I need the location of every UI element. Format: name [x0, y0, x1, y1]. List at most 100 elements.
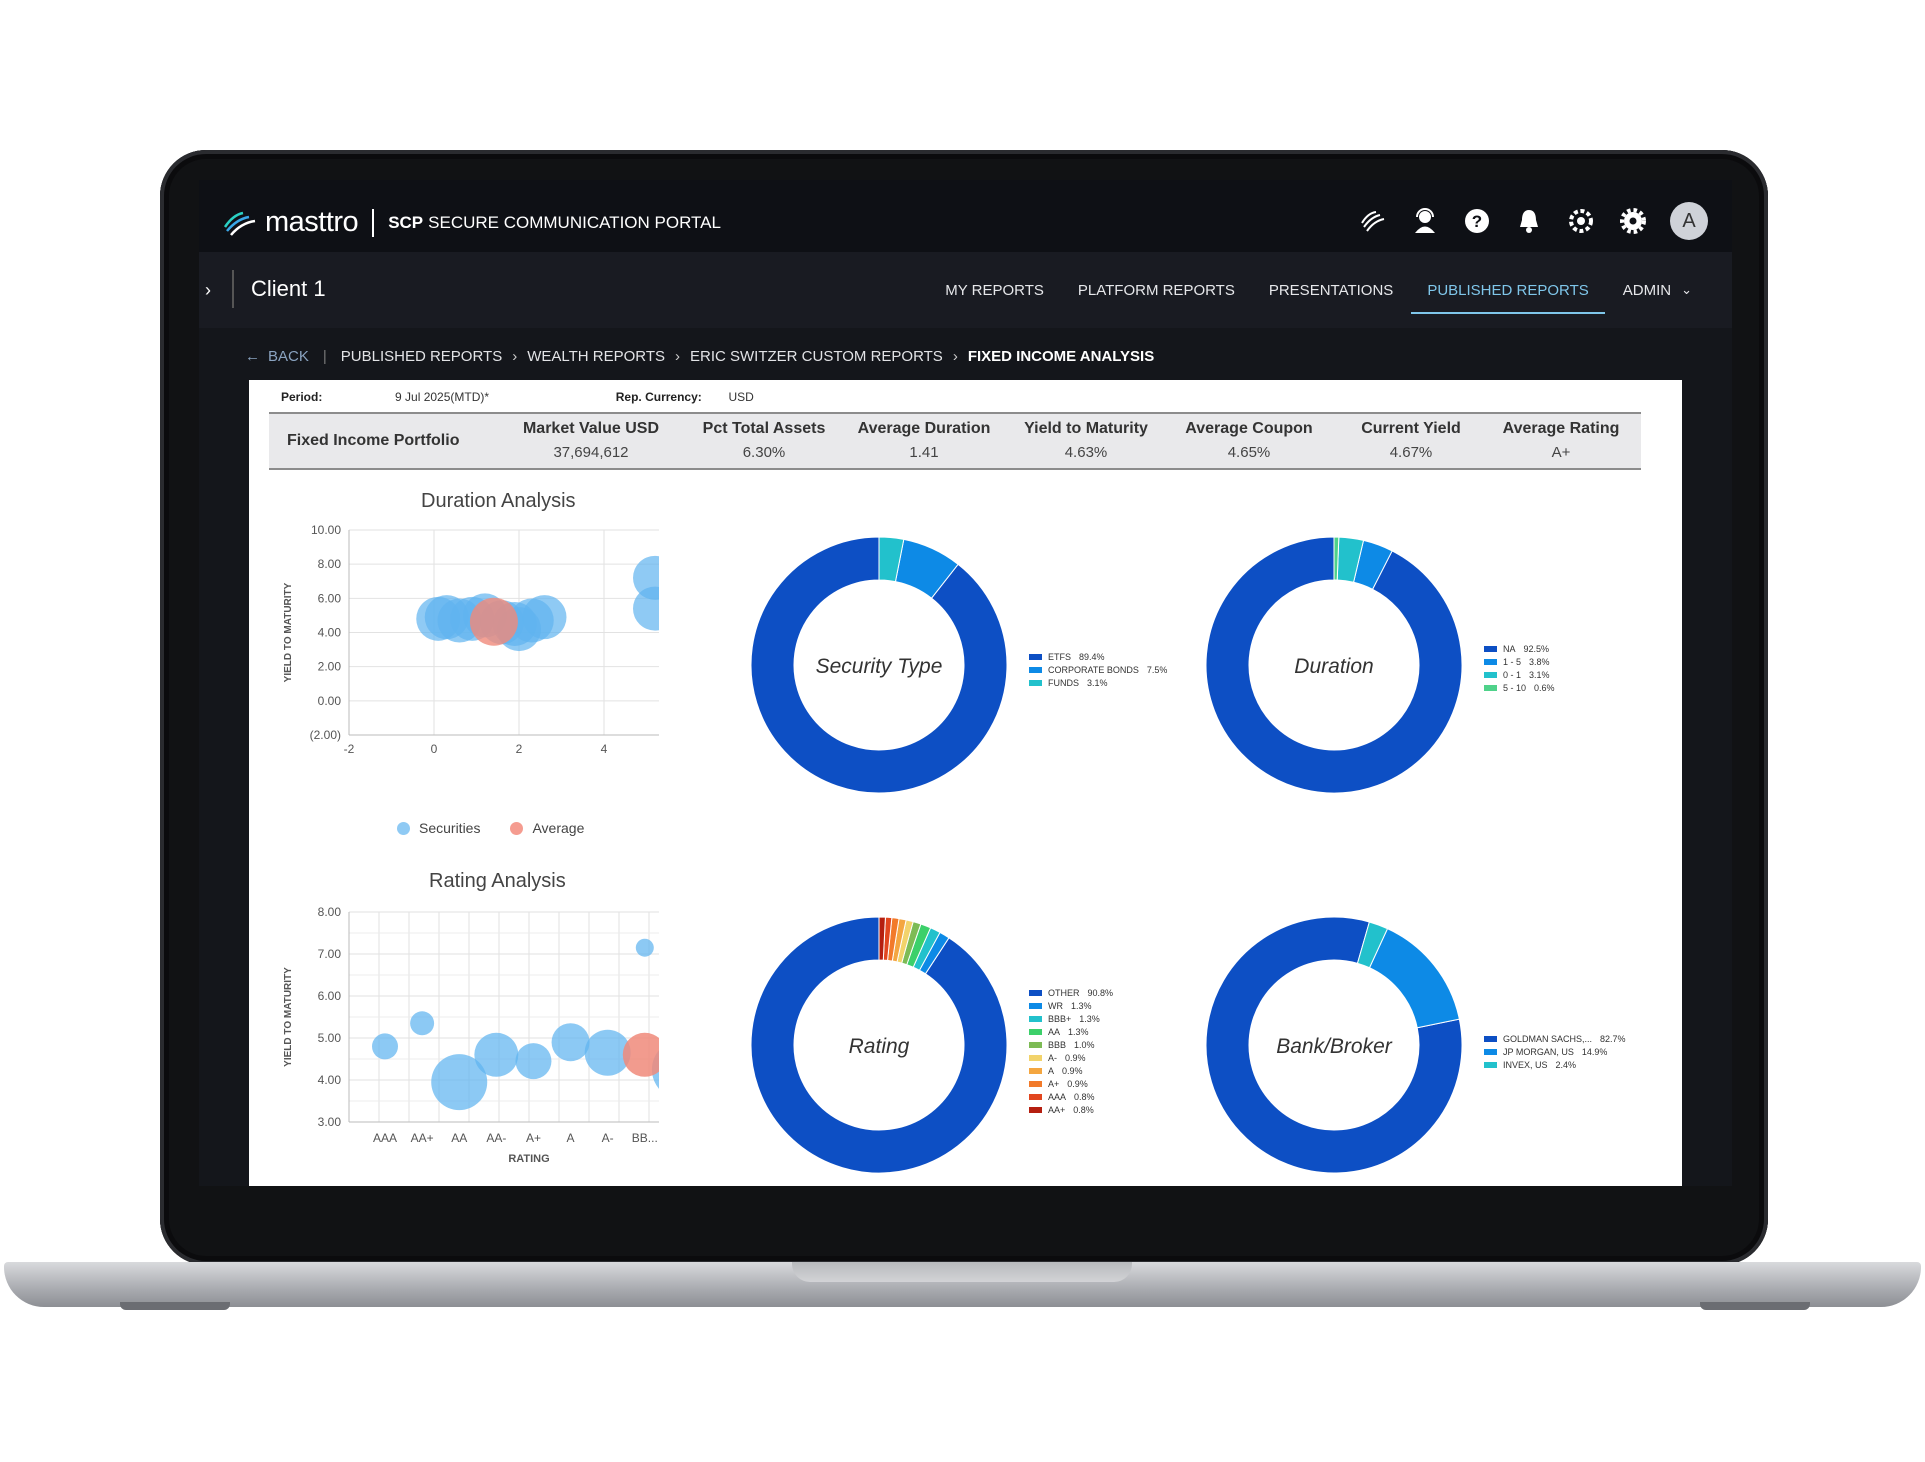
back-button[interactable]: ← BACK: [245, 348, 309, 365]
avatar[interactable]: A: [1670, 202, 1708, 240]
bell-icon[interactable]: [1514, 206, 1544, 236]
duration-donut: Duration: [1205, 536, 1463, 794]
laptop-notch: [792, 1262, 1132, 1282]
toolbar-icons: ? A: [1336, 202, 1708, 240]
donut-slice: [878, 536, 905, 583]
summary-value: 4.65%: [1227, 444, 1271, 461]
average-point: [622, 1032, 659, 1077]
summary-value: 4.67%: [1389, 444, 1433, 461]
donut-center-label: Bank/Broker: [1276, 1035, 1393, 1058]
legend-swatch: [1029, 1015, 1042, 1022]
securities-point: [372, 1033, 398, 1060]
legend-value: 1.3%: [1068, 1026, 1089, 1037]
legend-swatch: [1029, 1054, 1042, 1061]
period-value: 9 Jul 2025(MTD)*: [395, 390, 490, 404]
legend-item: JP MORGAN, US 14.9%: [1484, 1045, 1626, 1058]
breadcrumb-wealth-reports[interactable]: WEALTH REPORTS: [527, 348, 666, 365]
main-nav: MY REPORTS PLATFORM REPORTS PRESENTATION…: [911, 252, 1692, 328]
nav-my-reports[interactable]: MY REPORTS: [945, 281, 1044, 299]
donut-center-label: Rating: [849, 1035, 910, 1058]
legend-label: AAA: [1048, 1091, 1067, 1102]
help-icon[interactable]: ?: [1462, 206, 1492, 236]
breadcrumb-custom-reports[interactable]: ERIC SWITZER CUSTOM REPORTS: [690, 348, 943, 365]
legend-item: BBB+ 1.3%: [1029, 1012, 1113, 1025]
donut-slice: [1333, 536, 1340, 581]
chevron-down-icon: ⌄: [1681, 282, 1692, 297]
legend-average: Average: [532, 820, 585, 836]
legend-swatch: [1484, 671, 1497, 678]
nav-published-reports[interactable]: PUBLISHED REPORTS: [1411, 252, 1606, 328]
settings-gear-icon[interactable]: [1566, 206, 1596, 236]
legend-value: 0.6%: [1534, 682, 1555, 693]
rating-legend: OTHER 90.8% WR 1.3% BBB+ 1.3% AA 1.3% BBB 1.0% A- 0…: [1029, 986, 1113, 1116]
legend-value: 3.1%: [1087, 677, 1108, 688]
cog-icon[interactable]: [1618, 206, 1648, 236]
summary-duration: Average Duration 1.41: [844, 420, 1004, 461]
summary-coupon: Average Coupon 4.65%: [1169, 420, 1329, 461]
securities-point: [515, 1043, 552, 1080]
legend-item: INVEX, US 2.4%: [1484, 1058, 1626, 1071]
legend-item: NA 92.5%: [1484, 642, 1555, 655]
y-tick-label: (2.00): [310, 728, 341, 742]
summary-label: Pct Total Assets: [702, 420, 826, 437]
summary-label: Average Rating: [1502, 420, 1620, 437]
summary-label: Average Duration: [857, 420, 991, 437]
chevron-right-icon: ›: [952, 348, 958, 365]
x-tick-label: A: [567, 1131, 575, 1145]
legend-securities: Securities: [419, 820, 481, 836]
nav-presentations[interactable]: PRESENTATIONS: [1268, 281, 1394, 299]
summary-value: 37,694,612: [553, 444, 629, 461]
legend-value: 3.1%: [1529, 669, 1550, 680]
legend-label: 0 - 1: [1503, 669, 1522, 680]
nav-platform-reports[interactable]: PLATFORM REPORTS: [1077, 281, 1235, 299]
masttro-mark-icon[interactable]: [1358, 206, 1388, 236]
legend-value: 82.7%: [1600, 1033, 1626, 1044]
x-tick-label: AA-: [486, 1131, 506, 1145]
legend-swatch: [1484, 1048, 1497, 1055]
breadcrumb-published-reports[interactable]: PUBLISHED REPORTS: [340, 348, 503, 365]
legend-label: INVEX, US: [1503, 1059, 1548, 1070]
legend-item: 1 - 5 3.8%: [1484, 655, 1555, 668]
x-tick-label: 2: [516, 742, 523, 756]
y-tick-label: 6.00: [318, 591, 342, 605]
legend-value: 2.4%: [1555, 1059, 1577, 1070]
summary-ytm: Yield to Maturity 4.63%: [1006, 420, 1166, 461]
y-tick-label: 7.00: [318, 947, 342, 961]
average-point: [469, 597, 518, 646]
brand-name: masttro: [265, 206, 359, 238]
sidebar-toggle-icon[interactable]: ›: [205, 280, 211, 300]
legend-swatch: [1029, 653, 1042, 660]
legend-swatch: [1484, 1035, 1497, 1042]
legend-value: 0.8%: [1074, 1091, 1095, 1102]
logo[interactable]: masttro SCP SECURE COMMUNICATION PORTAL: [223, 206, 721, 239]
legend-item: AAA 0.8%: [1029, 1090, 1113, 1103]
legend-swatch: [1484, 684, 1497, 691]
legend-item: A- 0.9%: [1029, 1051, 1113, 1064]
duration-legend: NA 92.5% 1 - 5 3.8% 0 - 1 3.1% 5 - 10 0.6%: [1484, 642, 1555, 694]
legend-item: A 0.9%: [1029, 1064, 1113, 1077]
donut-center-label: Security Type: [816, 655, 943, 678]
laptop-foot-left: [120, 1302, 230, 1310]
client-name[interactable]: Client 1: [251, 276, 326, 301]
y-tick-label: 0.00: [318, 694, 342, 708]
donut-slice: [1356, 921, 1389, 969]
securities-legend-icon: [397, 821, 410, 835]
legend-value: 3.8%: [1529, 656, 1550, 667]
legend-item: AA 1.3%: [1029, 1025, 1113, 1038]
nav-row: › Client 1 MY REPORTS PLATFORM REPORTS P…: [199, 252, 1732, 328]
x-tick-label: AAA: [373, 1131, 397, 1145]
back-label: BACK: [268, 348, 309, 365]
legend-swatch: [1029, 1080, 1042, 1087]
y-tick-label: 2.00: [318, 660, 342, 674]
average-legend-icon: [510, 821, 524, 835]
legend-item: GOLDMAN SACHS,... 82.7%: [1484, 1032, 1626, 1045]
legend-label: AA+: [1048, 1104, 1066, 1115]
y-tick-label: 6.00: [318, 989, 342, 1003]
support-agent-icon[interactable]: [1410, 206, 1440, 236]
donut-slice: [1368, 928, 1460, 1029]
summary-pct-total: Pct Total Assets 6.30%: [679, 420, 849, 461]
nav-admin[interactable]: ADMIN ⌄: [1623, 252, 1692, 328]
summary-label: Market Value USD: [522, 420, 660, 437]
legend-item: WR 1.3%: [1029, 999, 1113, 1012]
summary-label: Current Yield: [1361, 420, 1461, 437]
